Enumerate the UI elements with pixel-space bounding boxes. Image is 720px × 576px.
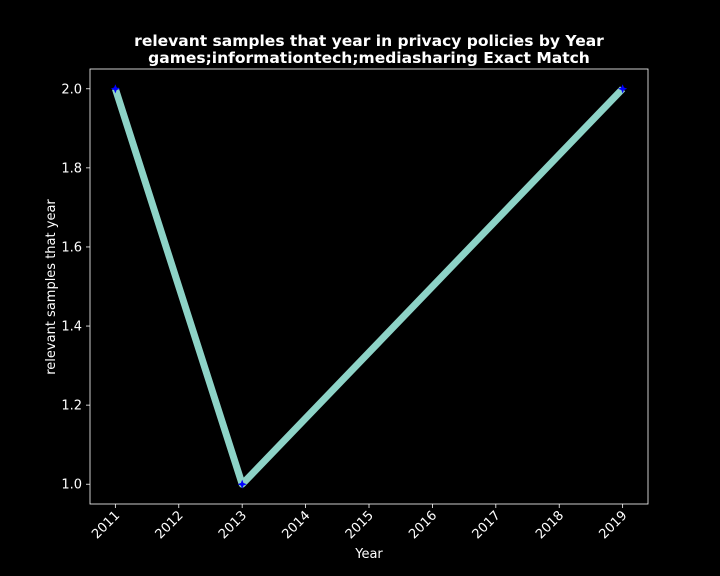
chart-title-line-1: relevant samples that year in privacy po… <box>134 32 604 50</box>
series-markers <box>110 84 628 489</box>
data-point-marker <box>618 84 628 94</box>
y-tick-label: 1.8 <box>61 161 82 176</box>
y-axis-label: relevant samples that year <box>44 199 59 375</box>
y-tick-label: 1.0 <box>61 478 82 493</box>
data-point-marker <box>110 84 120 94</box>
y-tick-label: 2.0 <box>61 82 82 97</box>
y-tick-label: 1.2 <box>61 399 82 414</box>
y-axis-ticks: 1.0 1.2 1.4 1.6 1.8 2.0 <box>61 82 90 493</box>
y-tick-label: 1.6 <box>61 240 82 255</box>
x-axis-label: Year <box>354 547 383 562</box>
chart-title-line-2: games;informationtech;mediasharing Exact… <box>148 49 590 67</box>
data-point-marker <box>237 479 247 489</box>
y-tick-label: 1.4 <box>61 320 82 335</box>
